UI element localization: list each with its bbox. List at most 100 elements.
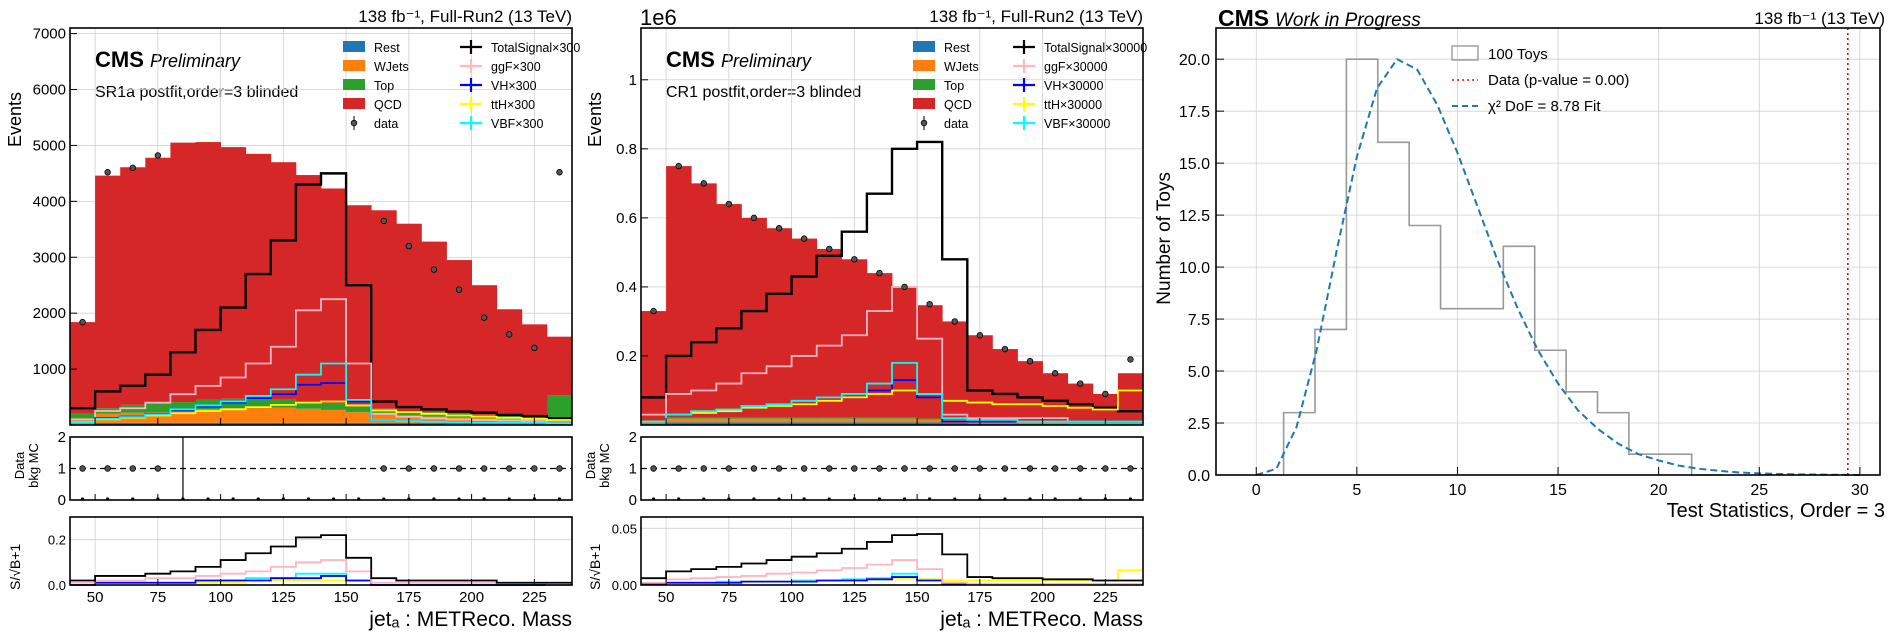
bar-qcd [471,285,498,415]
legend-swatch-wjets [913,60,935,71]
x-tick-label: 5 [1352,482,1361,499]
panel3-xlabel: Test Statistics, Order = 3 [1667,500,1885,522]
bar-wjets [1117,422,1144,424]
x-tick-label: 150 [905,589,930,606]
legend-swatch-qcd [913,98,935,109]
legend-label: QCD [944,98,972,112]
signal-line-vbf [70,362,572,425]
x-tick-label: 200 [459,589,484,606]
panel1-ratio-axes [69,436,573,501]
bar-top [1117,422,1144,423]
data-point [650,307,657,315]
x-tick-label: 30 [1851,482,1869,499]
bar-wjets [295,408,322,423]
sig-line-totalsignal [70,534,572,584]
bar-qcd [346,205,372,407]
legend-label: ttH×300 [491,98,535,112]
ratio-point [650,465,657,472]
y-tick-label: 1000 [33,361,66,378]
legend-label: ggF×30000 [1044,60,1108,74]
data-point [901,283,908,291]
legend-swatch-wjets [343,60,365,71]
data-point [876,269,883,277]
legend-label: VBF×30000 [1044,117,1110,131]
bar-rest [917,422,943,425]
x-tick-label: 175 [396,589,421,606]
legend-swatch-top [913,79,935,90]
ratio-y-tick-label: 2 [629,429,637,446]
bar-qcd [195,142,221,400]
bar-rest [295,422,322,425]
bar-rest [496,422,523,425]
y-tick-label: 2.5 [1188,416,1210,433]
bar-qcd [521,324,548,417]
data-point [455,286,463,293]
panel2-main-axes [640,27,1144,426]
bar-top [70,413,96,420]
bar-qcd [295,175,322,402]
y-tick-label: 2000 [33,305,66,322]
x-tick-label: 0 [1252,482,1261,499]
data-point [976,332,984,339]
legend-swatch-rest [913,41,935,52]
legend-label: Rest [944,41,970,55]
bar-qcd [270,162,297,400]
data-point [1077,380,1084,387]
x-tick-label: 75 [721,589,738,606]
bar-top [396,411,422,416]
y-tick-label: 0.2 [616,348,637,365]
legend-data-marker [920,119,928,127]
x-tick-label: 225 [522,589,547,606]
ratio-point [455,465,463,472]
legend-swatch-rest [343,41,365,52]
bar-top [295,401,322,409]
x-tick-label: 150 [334,589,359,606]
bar-qcd [666,166,692,418]
bar-wjets [766,418,792,423]
panel2-offset: 1e6 [640,5,677,30]
ratio-frame [640,436,1144,501]
bar-top [145,403,171,413]
bar-qcd [866,273,893,418]
legend-label: VH×300 [491,79,537,93]
y-tick-label: 17.5 [1179,104,1210,121]
legend-toys-swatch [1451,45,1479,61]
panel2-region: CR1 postfit,order=3 blinded [666,84,861,101]
ratio-point [1077,465,1084,472]
bar-top [741,417,767,419]
bar-qcd [791,238,818,418]
bar-qcd [1117,373,1144,423]
bar-top [346,406,372,413]
panel3-axes [1215,27,1881,476]
y-tick-label: 7000 [33,26,66,43]
bar-qcd [321,188,347,404]
y-tick-label: 0.0 [1188,468,1210,485]
bar-top [766,417,792,419]
x-tick-label: 10 [1449,482,1467,499]
bar-qcd [741,217,767,418]
ratio-point [531,465,538,472]
plot-frame [640,27,1144,426]
ratio-point [675,465,682,472]
ratio-point [506,465,513,472]
bar-qcd [766,228,792,418]
bar-wjets [321,409,347,423]
ratio-point [926,465,933,472]
signal-line-totalsignal [641,140,1143,413]
bar-rest [421,422,447,425]
sig-line-ggf [70,559,572,586]
ratio-point [700,465,707,472]
x-tick-label: 25 [1750,482,1768,499]
bar-rest [666,422,692,425]
data-point [1102,390,1109,398]
y-tick-label: 5.0 [1188,364,1210,381]
bar-wjets [220,408,247,423]
bar-wjets [346,412,372,423]
bar-top [816,417,843,419]
ratio-point [951,465,958,472]
panel2-sig-ylabel: S/√B+1 [587,544,603,590]
sig-y-tick-label: 0.00 [612,578,637,593]
bar-top [546,395,573,420]
